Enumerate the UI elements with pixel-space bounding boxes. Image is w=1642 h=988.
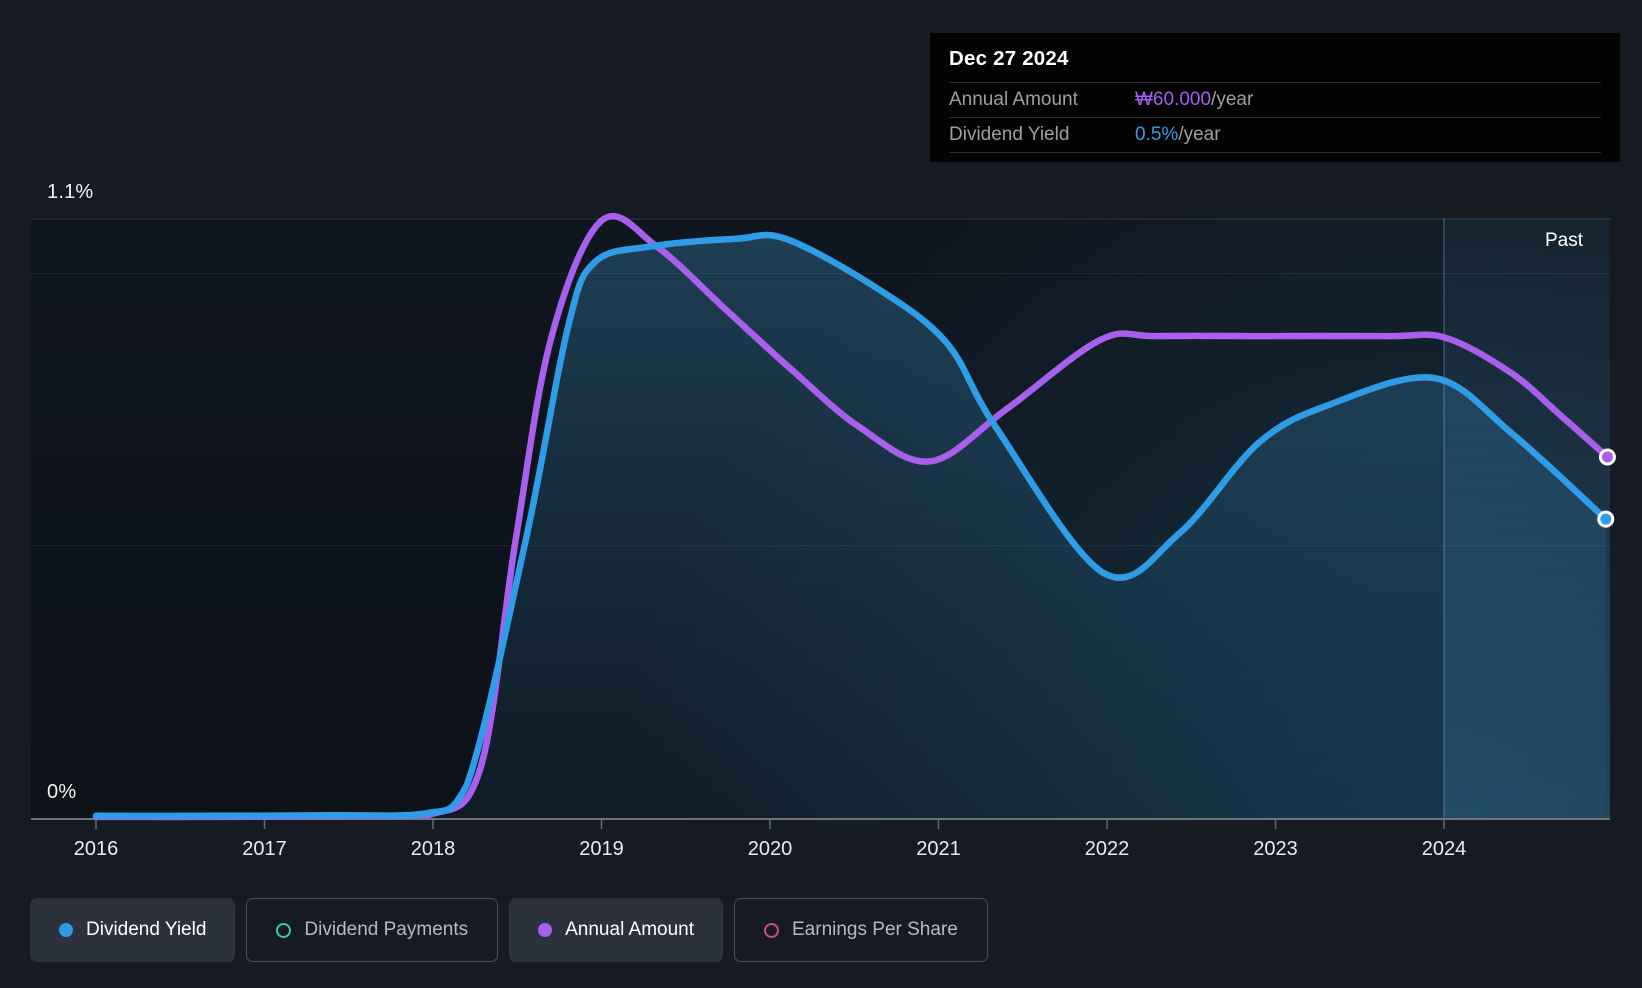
tooltip-dividend-yield-suffix: /year — [1178, 124, 1221, 145]
legend-dividend-payments-label: Dividend Payments — [304, 919, 469, 940]
annual-amount-end-marker — [1598, 448, 1616, 466]
tooltip-row-dividend-yield: Dividend Yield 0.5% /year — [949, 117, 1601, 153]
legend-earnings-per-share-label: Earnings Per Share — [792, 919, 958, 940]
tooltip-dividend-yield-value: 0.5% — [1135, 124, 1179, 145]
chart-legend: Dividend Yield Dividend Payments Annual … — [30, 898, 988, 962]
dividend-payments-ring-icon — [276, 922, 292, 938]
tooltip-annual-amount-suffix: /year — [1211, 89, 1254, 110]
x-axis-label: 2017 — [242, 838, 287, 860]
chart-tooltip: Dec 27 2024 Annual Amount ₩60.000 /year … — [930, 33, 1620, 162]
x-axis-label: 2019 — [579, 838, 624, 860]
dividend-yield-area — [96, 234, 1606, 818]
legend-dividend-yield[interactable]: Dividend Yield — [30, 898, 236, 962]
legend-dividend-payments[interactable]: Dividend Payments — [246, 898, 499, 962]
x-axis-label: 2023 — [1253, 838, 1298, 860]
tooltip-date: Dec 27 2024 — [949, 47, 1069, 70]
legend-annual-amount-label: Annual Amount — [565, 919, 694, 940]
annual-amount-curve — [92, 212, 1611, 821]
earnings-per-share-ring-icon — [764, 922, 779, 938]
dividend-yield-dot-icon — [59, 923, 73, 937]
legend-earnings-per-share[interactable]: Earnings Per Share — [734, 898, 988, 962]
legend-dividend-yield-label: Dividend Yield — [86, 919, 207, 940]
dividend-history-chart: 2016 2017 2018 2019 2020 2021 2022 2023 2024 — [31, 212, 1616, 860]
x-axis-label: 2020 — [748, 838, 793, 860]
tooltip-row-annual-amount: Annual Amount ₩60.000 /year — [949, 82, 1601, 117]
tooltip-annual-amount-value: ₩60.000 — [1135, 89, 1212, 110]
x-axis-label: 2018 — [411, 838, 456, 860]
y-axis-zero-label: 0% — [47, 781, 77, 803]
y-axis-max-label: 1.1% — [47, 181, 94, 203]
dividend-yield-curve — [92, 231, 1610, 820]
legend-annual-amount[interactable]: Annual Amount — [509, 898, 723, 962]
annual-amount-dot-icon — [538, 923, 553, 937]
x-axis-label: 2021 — [916, 838, 961, 860]
tooltip-annual-amount-label: Annual Amount — [949, 89, 1078, 110]
x-axis-label: 2024 — [1422, 838, 1467, 860]
x-axis-label: 2022 — [1085, 838, 1130, 860]
x-axis-label: 2016 — [74, 838, 119, 860]
tooltip-dividend-yield-label: Dividend Yield — [949, 124, 1070, 145]
past-region-label: Past — [1545, 230, 1584, 251]
dividend-yield-end-marker — [1597, 510, 1615, 528]
